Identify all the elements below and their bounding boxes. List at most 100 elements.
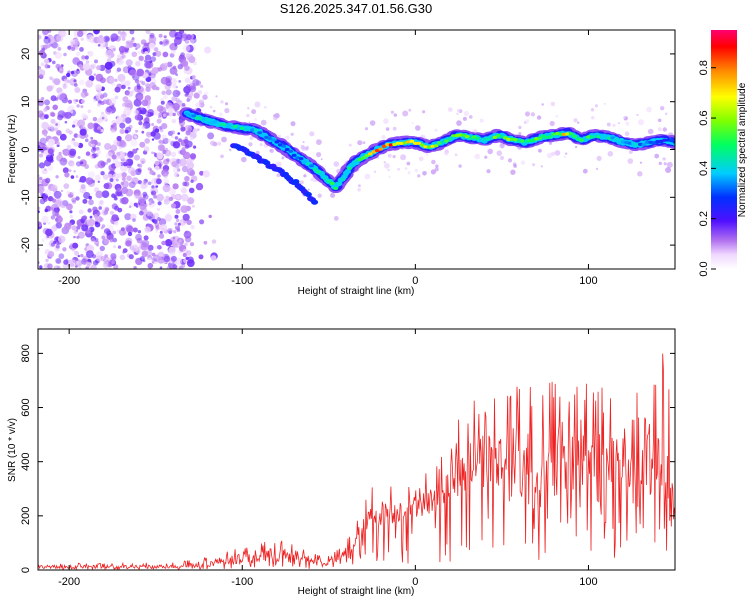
noise-speck (50, 95, 57, 102)
colorbar-tick-label: 0.4 (698, 161, 710, 176)
ridge-peak (627, 141, 633, 145)
noise-speck (43, 107, 48, 112)
noise-speck (125, 134, 133, 142)
noise-speck (99, 64, 106, 72)
scatter-speck (309, 131, 315, 137)
noise-speck (77, 156, 81, 159)
noise-speck (186, 219, 192, 225)
noise-speck (99, 217, 104, 222)
noise-speck (151, 138, 155, 141)
noise-speck (158, 139, 163, 144)
noise-speck (84, 164, 89, 170)
noise-speck (39, 198, 46, 205)
noise-speck (134, 154, 140, 161)
ridge-peak (329, 181, 335, 185)
noise-speck (133, 98, 142, 107)
noise-speck (54, 127, 59, 132)
scatter-speck (251, 109, 257, 115)
noise-speck (154, 165, 160, 171)
noise-speck (75, 196, 80, 201)
noise-speck (68, 259, 77, 268)
noise-speck (57, 110, 66, 119)
ridge-peak (492, 135, 498, 139)
noise-speck (112, 230, 117, 235)
noise-speck (130, 38, 135, 43)
noise-speck (47, 36, 55, 44)
scatter-speck (275, 161, 281, 167)
noise-speck (40, 62, 45, 67)
scatter-speck (408, 108, 412, 112)
noise-speck (140, 39, 147, 45)
scatter-speck (333, 216, 339, 221)
snr-xtick-label: -200 (58, 576, 80, 588)
ridge-mid (344, 169, 351, 174)
noise-speck (114, 161, 122, 168)
secondary-branch-mark (311, 199, 319, 205)
ridge-peak (617, 138, 622, 142)
noise-speck (38, 34, 42, 40)
noise-speck (54, 51, 62, 59)
ridge-peak (579, 138, 584, 142)
noise-speck (184, 93, 188, 97)
noise-speck (97, 99, 102, 104)
noise-speck (178, 265, 185, 269)
noise-speck (119, 228, 126, 236)
scatter-speck (381, 134, 386, 140)
noise-speck (138, 210, 144, 216)
noise-speck (111, 129, 115, 134)
noise-speck (127, 65, 132, 70)
noise-speck (174, 214, 179, 219)
noise-speck (155, 230, 159, 233)
scatter-speck (657, 118, 662, 123)
scatter-speck (200, 84, 204, 88)
noise-speck (52, 209, 60, 217)
noise-speck (140, 242, 149, 251)
noise-speck (208, 214, 212, 219)
snr-ticks: -200 -100 0 100 0 200 400 600 800 (20, 329, 675, 588)
noise-speck (170, 151, 177, 158)
noise-speck (86, 34, 94, 42)
noise-speck (151, 67, 159, 75)
noise-speck (133, 244, 139, 249)
noise-speck (92, 206, 98, 212)
ridge-peak (284, 147, 290, 152)
noise-speck (112, 237, 118, 243)
scatter-speck (301, 147, 306, 151)
scatter-speck (417, 174, 421, 178)
noise-speck (116, 151, 121, 156)
noise-speck (80, 184, 86, 190)
noise-speck (101, 190, 110, 198)
noise-speck (131, 132, 137, 138)
noise-speck (176, 218, 180, 223)
noise-speck (74, 250, 80, 256)
noise-speck (114, 95, 119, 100)
noise-speck (124, 213, 132, 221)
noise-speck (153, 47, 159, 52)
noise-speck (111, 123, 117, 130)
noise-speck (92, 116, 98, 122)
scatter-speck (555, 115, 559, 118)
scatter-speck (624, 131, 630, 136)
scatter-speck (212, 109, 216, 113)
scatter-speck (422, 171, 427, 176)
noise-speck (177, 63, 183, 70)
ridge-peak (444, 139, 449, 143)
ridge-peak (281, 144, 287, 148)
noise-speck (55, 258, 62, 264)
scatter-speck (657, 127, 662, 132)
ridge-peak (381, 144, 387, 148)
scatter-speck (456, 108, 461, 113)
noise-speck (145, 86, 151, 92)
scatter-speck (195, 102, 201, 108)
noise-speck (117, 187, 122, 192)
noise-speck (110, 52, 115, 58)
noise-speck (164, 62, 168, 66)
noise-speck (91, 143, 95, 148)
noise-speck (38, 66, 42, 70)
noise-speck (138, 196, 146, 204)
noise-speck (89, 215, 93, 219)
scatter-speck (595, 167, 599, 170)
